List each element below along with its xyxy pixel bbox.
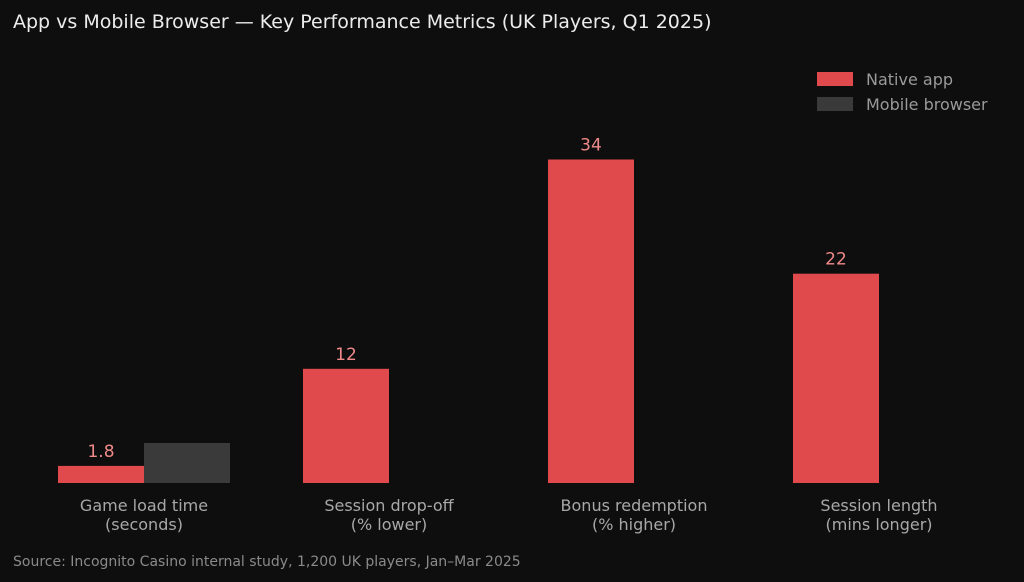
legend-label-native-app: Native app [866,70,953,89]
x-tick-label-3: Bonus redemption [561,496,708,515]
data-label-native-app-2: 12 [335,345,357,365]
bar-native-app-2 [303,368,389,483]
data-label-native-app-1: 1.8 [87,442,114,462]
legend-swatch-native-app [817,72,853,86]
bar-native-app-1 [58,465,144,483]
chart-title: App vs Mobile Browser — Key Performance … [13,11,711,33]
x-tick-label-4: Session length [820,496,937,515]
bar-group [58,159,879,483]
x-tick-label-2: Session drop-off [324,496,454,515]
data-label-native-app-4: 22 [825,250,847,270]
legend: Native app Mobile browser [817,70,988,114]
bar-mobile-browser-1 [144,443,230,483]
x-tick-label-1: Game load time [80,496,208,515]
x-tick-sublabel-4: (mins longer) [825,515,932,534]
bar-native-app-3 [548,159,634,483]
x-tick-sublabel-2: (% lower) [351,515,428,534]
data-label-group: 1.8 12 34 22 [87,136,846,462]
data-label-native-app-3: 34 [580,136,602,156]
x-tick-sublabel-3: (% higher) [592,515,676,534]
x-axis: Game load time (seconds) Session drop-of… [80,496,938,534]
bar-native-app-4 [793,273,879,483]
x-tick-sublabel-1: (seconds) [105,515,183,534]
legend-label-mobile-browser: Mobile browser [866,95,988,114]
source-note: Source: Incognito Casino internal study,… [13,554,521,570]
legend-swatch-mobile-browser [817,97,853,111]
